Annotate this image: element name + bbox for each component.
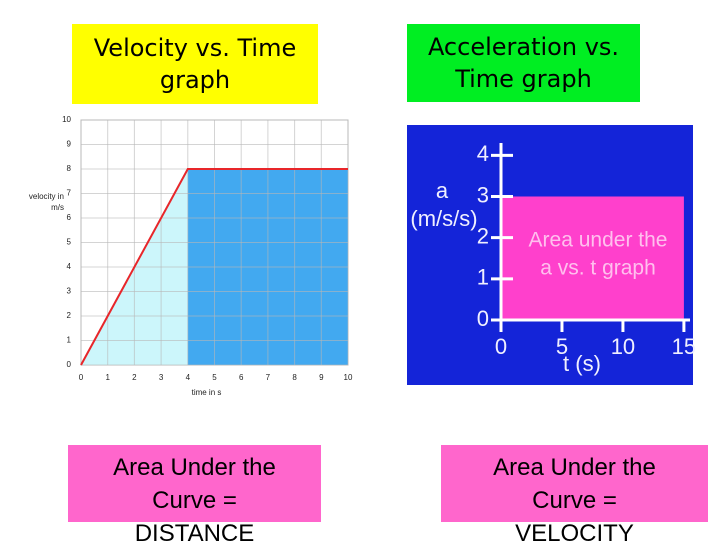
y-tick-label: 0 [67, 360, 72, 369]
x-tick-label: 15 [672, 334, 696, 359]
result-box: Area Under the Curve = VELOCITY [441, 445, 708, 547]
y-tick-label: 6 [67, 213, 72, 222]
x-tick-label: 0 [495, 334, 507, 359]
y-axis-label: a [436, 178, 449, 203]
x-tick-label: 6 [239, 373, 244, 382]
x-tick-label: 9 [319, 373, 324, 382]
result-line: Area Under the [113, 454, 276, 481]
annotation: a vs. t graph [540, 257, 656, 280]
x-axis-label: time in s [192, 388, 222, 397]
x-tick-label: 2 [132, 373, 137, 382]
title-box: Velocity vs. Time graph [72, 24, 318, 104]
area [501, 196, 684, 320]
x-tick-label: 8 [292, 373, 297, 382]
result-box: Area Under the Curve = DISTANCE [68, 445, 321, 547]
y-tick-label: 1 [67, 336, 72, 345]
result-line: Curve = [532, 487, 617, 514]
x-tick-label: 7 [266, 373, 271, 382]
y-tick-label: 5 [67, 238, 72, 247]
x-tick-label: 5 [556, 334, 568, 359]
x-axis-label: t (s) [563, 351, 601, 376]
y-tick-label: 7 [67, 189, 72, 198]
y-tick-label: 2 [67, 311, 72, 320]
title-box: Acceleration vs. Time graph [407, 24, 640, 102]
result-line: DISTANCE [134, 520, 255, 547]
y-axis-label: (m/s/s) [410, 206, 477, 231]
y-tick-label: 4 [477, 141, 489, 166]
x-tick-label: 3 [159, 373, 164, 382]
y-axis-label: velocity in [29, 192, 64, 201]
x-tick-label: 0 [79, 373, 84, 382]
x-tick-label: 5 [212, 373, 217, 382]
x-tick-label: 1 [105, 373, 110, 382]
y-tick-label: 2 [477, 223, 489, 248]
y-axis-label: m/s [51, 203, 64, 212]
y-tick-label: 3 [67, 287, 72, 296]
annotation: Area under the [529, 229, 668, 252]
y-tick-label: 0 [477, 306, 489, 331]
line [80, 168, 348, 366]
x-tick-label: 4 [186, 373, 191, 382]
y-tick-label: 4 [67, 262, 72, 271]
y-tick-label: 9 [67, 140, 72, 149]
result-line: Area Under the [493, 454, 656, 481]
x-tick-label: 10 [611, 334, 635, 359]
x-tick-label: 10 [344, 373, 353, 382]
y-tick-label: 3 [477, 182, 489, 207]
y-tick-label: 8 [67, 164, 72, 173]
y-tick-label: 10 [62, 115, 71, 124]
result-line: VELOCITY [515, 520, 634, 547]
y-tick-label: 1 [477, 265, 489, 290]
result-line: Curve = [152, 487, 237, 514]
